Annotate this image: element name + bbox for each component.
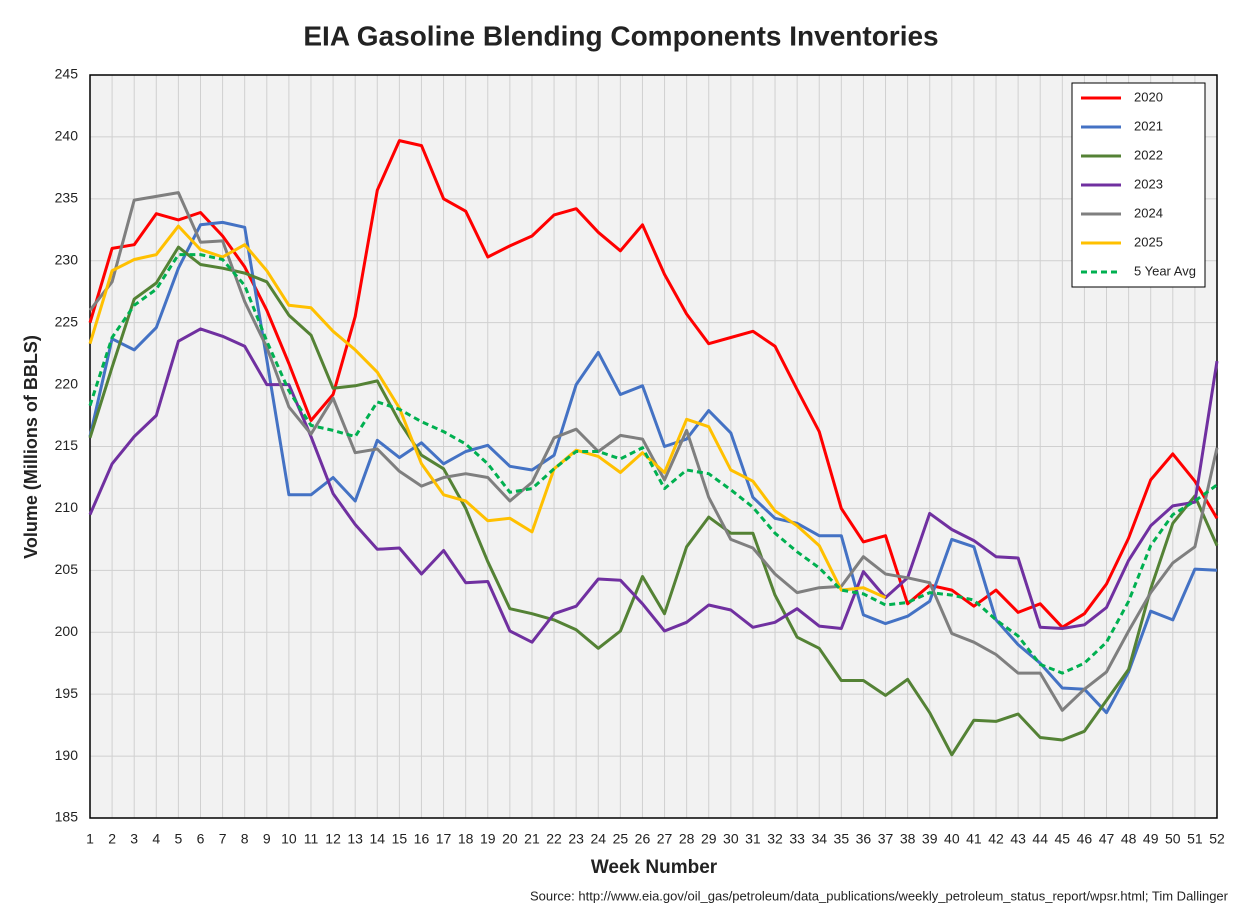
y-tick-label: 240	[55, 128, 79, 144]
x-tick-label: 51	[1187, 831, 1203, 847]
x-tick-label: 3	[130, 831, 138, 847]
x-tick-label: 19	[480, 831, 496, 847]
legend-label: 2022	[1134, 147, 1163, 162]
x-tick-label: 44	[1032, 831, 1048, 847]
y-tick-label: 190	[55, 747, 79, 763]
x-tick-label: 50	[1165, 831, 1181, 847]
x-tick-label: 49	[1143, 831, 1159, 847]
x-tick-label: 34	[811, 831, 827, 847]
x-tick-label: 40	[944, 831, 960, 847]
x-tick-label: 2	[108, 831, 116, 847]
x-tick-label: 8	[241, 831, 249, 847]
x-tick-label: 32	[767, 831, 783, 847]
y-tick-label: 215	[55, 437, 79, 453]
x-axis-label: Week Number	[591, 857, 718, 878]
x-tick-label: 41	[966, 831, 982, 847]
x-tick-label: 45	[1055, 831, 1071, 847]
legend-label: 2025	[1134, 234, 1163, 249]
y-axis-label: Volume (Millions of BBLS)	[21, 335, 41, 559]
x-tick-label: 35	[834, 831, 850, 847]
y-tick-label: 210	[55, 499, 79, 515]
series-line	[88, 224, 887, 599]
legend-label: 5 Year Avg	[1134, 263, 1196, 278]
x-tick-label: 38	[900, 831, 916, 847]
x-tick-label: 23	[568, 831, 584, 847]
y-tick-label: 195	[55, 685, 79, 701]
x-tick-label: 9	[263, 831, 271, 847]
x-tick-label: 16	[414, 831, 430, 847]
series-line	[88, 245, 1219, 757]
x-tick-label: 15	[392, 831, 408, 847]
x-tick-label: 17	[436, 831, 452, 847]
y-tick-label: 205	[55, 561, 79, 577]
x-tick-label: 39	[922, 831, 938, 847]
series-line	[88, 191, 1219, 712]
legend-label: 2021	[1134, 118, 1163, 133]
x-tick-label: 1	[86, 831, 94, 847]
x-tick-label: 11	[304, 831, 319, 847]
x-tick-label: 20	[502, 831, 518, 847]
plot-frame	[89, 74, 1218, 819]
x-tick-label: 37	[878, 831, 894, 847]
x-tick-label: 29	[701, 831, 717, 847]
series-line	[88, 139, 1219, 629]
x-tick-label: 12	[325, 831, 341, 847]
x-tick-label: 33	[789, 831, 805, 847]
x-tick-label: 31	[745, 831, 761, 847]
y-tick-label: 185	[55, 809, 79, 825]
x-tick-label: 48	[1121, 831, 1137, 847]
y-tick-label: 220	[55, 375, 79, 391]
x-tick-label: 13	[347, 831, 363, 847]
x-tick-label: 46	[1077, 831, 1093, 847]
x-tick-label: 42	[988, 831, 1004, 847]
series-line	[88, 220, 1218, 715]
y-tick-label: 200	[55, 623, 79, 639]
x-tick-label: 27	[657, 831, 673, 847]
series-line	[88, 327, 1219, 644]
x-tick-label: 22	[546, 831, 562, 847]
x-tick-label: 25	[613, 831, 629, 847]
legend-label: 2023	[1134, 176, 1163, 191]
x-tick-label: 28	[679, 831, 695, 847]
x-tick-label: 4	[152, 831, 160, 847]
legend-label: 2020	[1134, 89, 1163, 104]
y-tick-label: 230	[55, 251, 79, 267]
legend-label: 2024	[1134, 205, 1163, 220]
y-tick-label: 225	[55, 313, 79, 329]
x-tick-label: 18	[458, 831, 474, 847]
chart-title: EIA Gasoline Blending Components Invento…	[303, 20, 938, 51]
x-tick-label: 26	[635, 831, 651, 847]
x-tick-label: 36	[856, 831, 872, 847]
x-tick-label: 21	[524, 831, 540, 847]
x-tick-label: 24	[590, 831, 606, 847]
x-tick-label: 47	[1099, 831, 1115, 847]
x-tick-label: 5	[174, 831, 182, 847]
x-tick-label: 10	[281, 831, 297, 847]
x-tick-label: 7	[219, 831, 227, 847]
x-tick-label: 6	[197, 831, 205, 847]
source-note: Source: http://www.eia.gov/oil_gas/petro…	[530, 888, 1229, 903]
x-tick-label: 43	[1010, 831, 1026, 847]
x-tick-label: 52	[1209, 831, 1225, 847]
y-tick-label: 245	[55, 66, 79, 82]
x-tick-label: 30	[723, 831, 739, 847]
series-line	[88, 253, 1218, 675]
x-tick-label: 14	[369, 831, 385, 847]
y-tick-label: 235	[55, 190, 79, 206]
